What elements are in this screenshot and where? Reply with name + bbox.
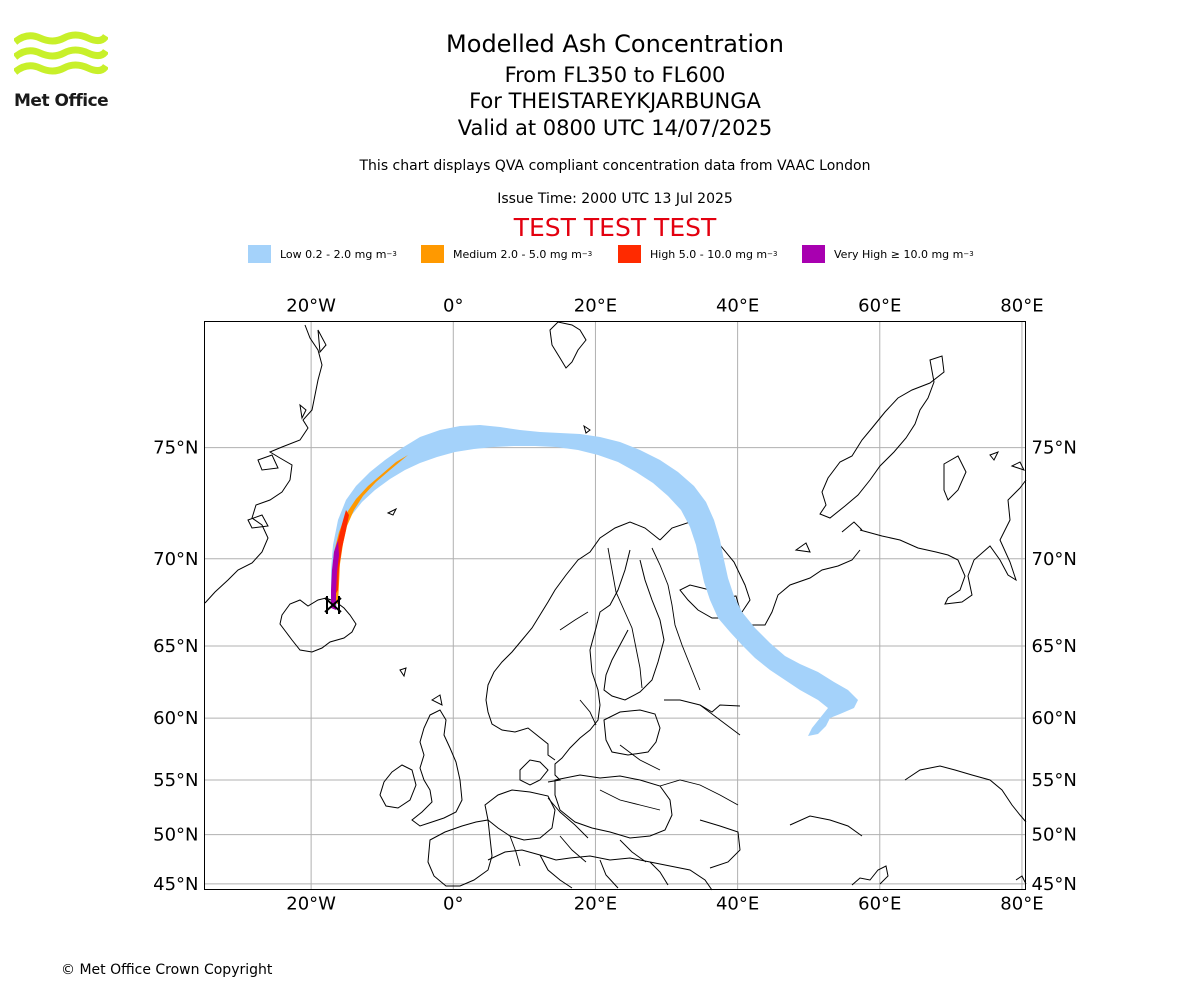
lat-tick-label-right: 55°N — [1032, 770, 1077, 791]
lon-tick-label-top: 40°E — [716, 296, 759, 317]
coastline-baltic — [547, 549, 631, 783]
legend-item-low: Low 0.2 - 2.0 mg m −3 — [248, 244, 397, 264]
lon-tick-label-top: 60°E — [858, 296, 901, 317]
lat-tick-label-left: 70°N — [153, 549, 198, 570]
met-office-logo — [12, 30, 109, 88]
chart-title: Modelled Ash Concentration — [446, 30, 784, 58]
legend-item-very-high: Very High ≥ 10.0 mg m −3 — [802, 244, 974, 264]
coastline-svalbard — [549, 321, 587, 369]
coastline-novaya-zemlya — [819, 355, 945, 519]
met-office-waves-icon — [12, 31, 109, 75]
flight-level-range: From FL350 to FL600 — [504, 63, 726, 87]
political-borders — [509, 547, 741, 867]
lat-tick-label-right: 70°N — [1032, 549, 1077, 570]
legend-label-low: Low 0.2 - 2.0 mg m — [280, 247, 387, 261]
legend-label-very-high: Very High ≥ 10.0 mg m — [834, 247, 964, 261]
lon-tick-label-bottom: 60°E — [858, 894, 901, 915]
legend-item-high: High 5.0 - 10.0 mg m −3 — [618, 244, 777, 264]
map-tick-labels: 20°W 20°W 0° 0° 20°E 20°E 40°E 40°E 60°E 60°E 80°E… — [153, 296, 1077, 915]
ash-plume — [331, 425, 858, 736]
legend-label-high: High 5.0 - 10.0 mg m — [650, 247, 768, 261]
volcano-name: For THEISTAREYKJARBUNGA — [469, 89, 761, 113]
lon-tick-label-top: 20°E — [574, 296, 617, 317]
map-gridlines — [204, 321, 1026, 890]
qva-note: This chart displays QVA compliant concen… — [359, 158, 871, 174]
lat-tick-label-right: 50°N — [1032, 825, 1077, 846]
lon-tick-label-bottom: 80°E — [1000, 894, 1043, 915]
lat-tick-label-left: 65°N — [153, 636, 198, 657]
legend-swatch-medium — [421, 245, 444, 263]
ash-area-medium — [332, 455, 408, 604]
coastline-greenland — [204, 324, 323, 604]
lon-tick-label-top: 20°W — [286, 296, 336, 317]
lon-tick-label-top: 0° — [443, 296, 463, 317]
volcano-location-icon — [324, 596, 342, 614]
lat-tick-label-left: 55°N — [153, 770, 198, 791]
test-banner: TEST TEST TEST — [513, 213, 717, 242]
legend-swatch-high — [618, 245, 641, 263]
coastline-russia-arctic — [859, 479, 1027, 605]
lat-tick-label-right: 45°N — [1032, 874, 1077, 895]
lat-tick-label-left: 75°N — [153, 438, 198, 459]
lon-tick-label-bottom: 20°E — [574, 894, 617, 915]
lon-tick-label-top: 80°E — [1000, 296, 1043, 317]
valid-time: Valid at 0800 UTC 14/07/2025 — [457, 116, 773, 140]
map-frame — [204, 321, 1026, 890]
lat-tick-label-right: 75°N — [1032, 438, 1077, 459]
legend-swatch-low — [248, 245, 271, 263]
lon-tick-label-bottom: 20°W — [286, 894, 336, 915]
coastline-iceland — [279, 597, 357, 653]
legend-swatch-very-high — [802, 245, 825, 263]
logo-text: Met Office — [14, 91, 109, 111]
lat-tick-label-right: 60°N — [1032, 708, 1077, 729]
lat-tick-label-left: 50°N — [153, 825, 198, 846]
lon-tick-label-bottom: 0° — [443, 894, 463, 915]
ash-area-low — [331, 425, 858, 736]
lat-tick-label-right: 65°N — [1032, 636, 1077, 657]
issue-time: Issue Time: 2000 UTC 13 Jul 2025 — [497, 191, 733, 207]
coastlines — [204, 321, 1027, 891]
lat-tick-label-left: 60°N — [153, 708, 198, 729]
coastline-kola — [659, 521, 861, 626]
legend-label-medium: Medium 2.0 - 5.0 mg m — [453, 247, 582, 261]
copyright-notice: © Met Office Crown Copyright — [61, 962, 273, 978]
lon-tick-label-bottom: 40°E — [716, 894, 759, 915]
ash-area-high — [333, 510, 349, 598]
ash-area-very-high — [331, 540, 339, 610]
coastline-norway — [485, 521, 661, 761]
lat-tick-label-left: 45°N — [153, 874, 198, 895]
coastline-ireland — [379, 764, 417, 809]
coastline-great-britain — [411, 709, 463, 827]
legend-item-medium: Medium 2.0 - 5.0 mg m −3 — [421, 244, 592, 264]
